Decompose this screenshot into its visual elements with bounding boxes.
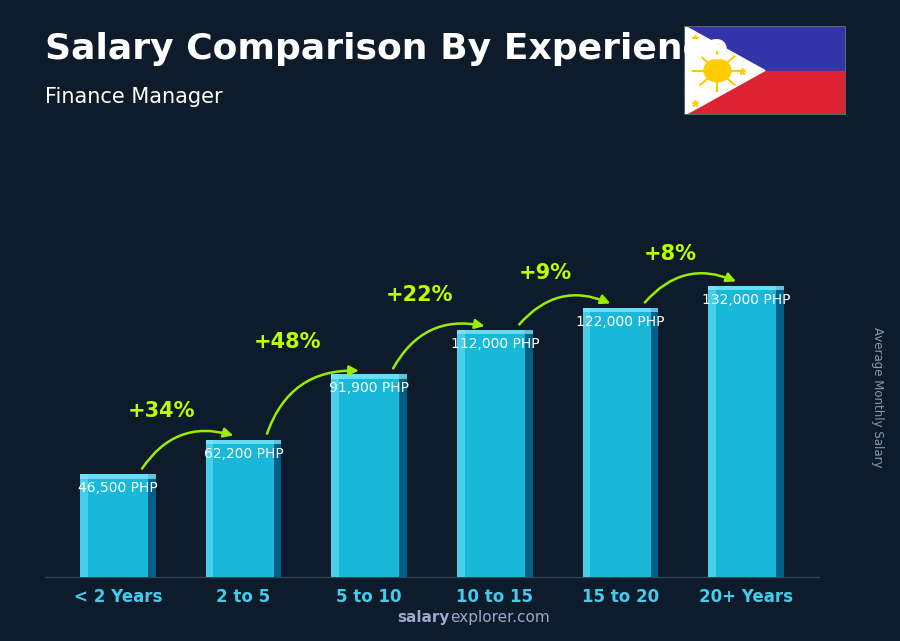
Bar xyxy=(583,308,590,577)
Text: 112,000 PHP: 112,000 PHP xyxy=(451,337,539,351)
Bar xyxy=(708,286,716,577)
Text: Finance Manager: Finance Manager xyxy=(45,87,222,106)
Text: 122,000 PHP: 122,000 PHP xyxy=(576,315,665,329)
Text: Salary Comparison By Experience: Salary Comparison By Experience xyxy=(45,32,728,66)
Bar xyxy=(583,308,658,577)
Bar xyxy=(331,374,339,577)
Bar xyxy=(684,26,846,71)
Bar xyxy=(777,286,784,577)
Text: 46,500 PHP: 46,500 PHP xyxy=(78,481,158,495)
Bar xyxy=(457,330,464,577)
Bar xyxy=(206,440,281,444)
Bar xyxy=(708,286,784,577)
Bar xyxy=(148,474,156,577)
Bar xyxy=(80,474,87,577)
Bar xyxy=(80,474,156,577)
Text: 62,200 PHP: 62,200 PHP xyxy=(203,447,284,461)
Bar xyxy=(651,308,658,577)
Polygon shape xyxy=(684,26,765,115)
Text: +48%: +48% xyxy=(254,332,321,352)
Bar xyxy=(684,71,846,115)
Text: +34%: +34% xyxy=(128,401,195,420)
Bar xyxy=(80,474,156,479)
Bar xyxy=(457,330,533,335)
Text: +22%: +22% xyxy=(386,285,454,305)
Bar xyxy=(583,308,658,312)
Bar xyxy=(708,286,784,290)
Bar xyxy=(206,440,281,577)
Bar xyxy=(274,440,281,577)
Text: +9%: +9% xyxy=(518,263,572,283)
Text: 132,000 PHP: 132,000 PHP xyxy=(702,293,790,307)
Text: salary: salary xyxy=(398,610,450,625)
Text: +8%: +8% xyxy=(644,244,698,264)
Bar xyxy=(331,374,407,379)
Text: explorer.com: explorer.com xyxy=(450,610,550,625)
Bar xyxy=(457,330,533,577)
Circle shape xyxy=(704,60,731,81)
Text: 91,900 PHP: 91,900 PHP xyxy=(329,381,410,395)
Text: Average Monthly Salary: Average Monthly Salary xyxy=(871,327,884,468)
Bar xyxy=(525,330,533,577)
Bar xyxy=(331,374,407,577)
Bar xyxy=(206,440,213,577)
Bar xyxy=(400,374,407,577)
